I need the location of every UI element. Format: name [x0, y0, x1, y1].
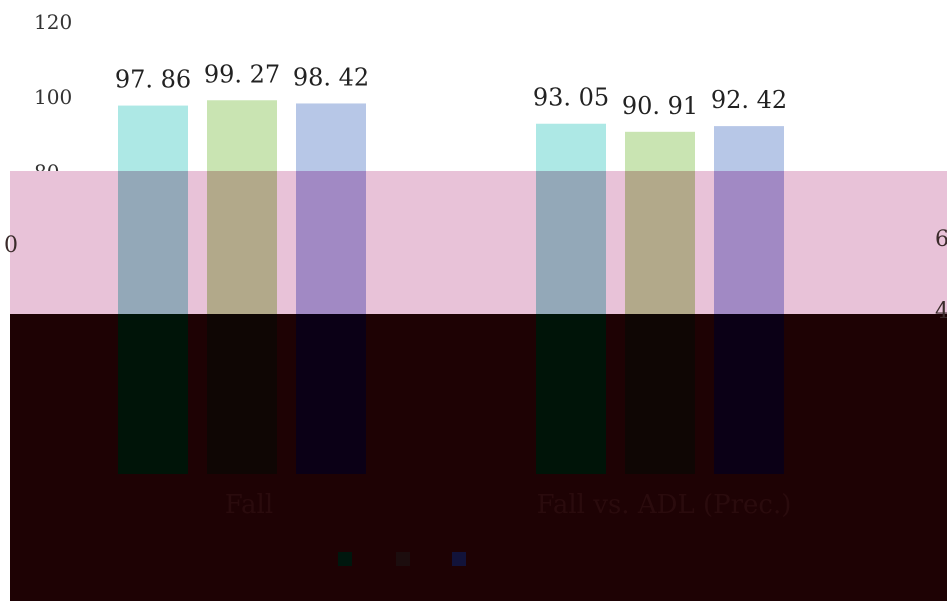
- data-label: 97. 86: [115, 66, 191, 94]
- side-tick-left: 0: [4, 233, 18, 258]
- data-label: 92. 42: [711, 86, 787, 114]
- bar-occluded-mid: [207, 171, 277, 314]
- category-label: Fall vs. ADL (Prec.): [537, 490, 792, 520]
- data-label: 98. 42: [293, 63, 369, 91]
- bar-occluded-mid: [714, 171, 784, 314]
- bar-occluded-dark: [118, 314, 188, 474]
- legend-swatch: [452, 552, 466, 566]
- bar-occluded-dark: [536, 314, 606, 474]
- bar-occluded-dark: [207, 314, 277, 474]
- side-tick-right-lower: 4: [935, 299, 947, 324]
- bar-occluded-mid: [118, 171, 188, 314]
- y-tick-label: 120: [34, 10, 72, 34]
- bar-occluded-mid: [625, 171, 695, 314]
- data-label: 93. 05: [533, 84, 609, 112]
- side-tick-right-upper: 6: [935, 227, 947, 252]
- category-label: Fall: [225, 490, 273, 520]
- data-label: 99. 27: [204, 60, 280, 88]
- bar-occluded-mid: [536, 171, 606, 314]
- bar-occluded-dark: [296, 314, 366, 474]
- bar-occluded-dark: [714, 314, 784, 474]
- legend-swatch: [338, 552, 352, 566]
- legend-swatch: [396, 552, 410, 566]
- y-tick-label: 100: [34, 85, 72, 109]
- data-label: 90. 91: [622, 92, 698, 120]
- bar-occluded-mid: [296, 171, 366, 314]
- bar-occluded-dark: [625, 314, 695, 474]
